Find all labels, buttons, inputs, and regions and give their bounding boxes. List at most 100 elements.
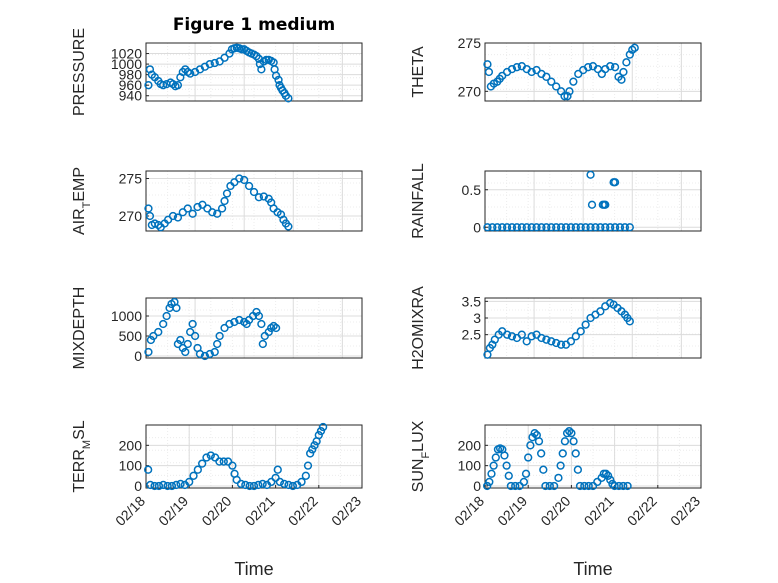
data-point	[206, 451, 215, 460]
data-point	[565, 426, 574, 436]
data-point	[596, 223, 605, 232]
data-point	[588, 481, 598, 491]
data-point	[213, 209, 222, 218]
data-point	[563, 92, 572, 101]
data-point	[591, 223, 600, 232]
data-point	[620, 223, 630, 232]
data-point	[571, 332, 580, 341]
data-point	[500, 451, 509, 460]
data-point	[288, 481, 298, 491]
x-axis-label: Time	[234, 559, 273, 579]
data-point	[181, 347, 190, 357]
data-point	[301, 471, 310, 480]
data-point	[512, 63, 522, 72]
data-point	[273, 465, 282, 474]
data-point	[183, 339, 192, 349]
data-point	[230, 317, 239, 327]
data-point	[542, 223, 551, 232]
data-point	[483, 481, 492, 491]
data-point	[560, 437, 570, 446]
data-point	[274, 75, 283, 85]
data-point	[220, 53, 229, 62]
y-tick-label: 0	[134, 348, 142, 364]
data-point	[519, 477, 529, 487]
data-point	[586, 223, 595, 232]
data-point	[154, 481, 164, 491]
data-point	[163, 481, 172, 491]
axes-border	[484, 297, 702, 359]
data-point	[507, 223, 517, 232]
data-point	[610, 63, 620, 72]
data-point	[198, 459, 207, 468]
data-point	[173, 81, 183, 90]
data-point	[552, 82, 561, 91]
data-point	[569, 77, 578, 86]
axes-border	[145, 424, 363, 489]
data-point	[232, 475, 241, 485]
data-point	[502, 330, 512, 339]
data-point	[237, 45, 246, 54]
data-point	[215, 457, 224, 466]
data-point	[172, 480, 181, 490]
data-point	[619, 481, 628, 491]
data-point	[554, 473, 563, 482]
data-point	[630, 43, 639, 52]
y-tick-label: 270	[119, 208, 143, 224]
data-point	[188, 209, 197, 218]
data-point	[220, 323, 229, 333]
y-tick-label: 0	[473, 219, 481, 235]
data-point	[483, 223, 492, 232]
data-point	[528, 433, 537, 442]
data-point	[185, 477, 194, 487]
data-point	[527, 332, 536, 341]
data-point	[524, 453, 533, 462]
data-point	[576, 327, 585, 336]
y-tick-label: 980	[119, 67, 143, 83]
y-axis-label: RAINFALL	[410, 163, 427, 239]
y-tick-label: 275	[119, 171, 143, 187]
data-point	[545, 481, 554, 491]
data-point	[210, 453, 220, 462]
data-point	[186, 327, 195, 337]
data-point	[262, 55, 271, 65]
data-point	[532, 223, 541, 232]
data-point	[565, 87, 574, 96]
data-point	[200, 351, 210, 361]
data-point	[552, 223, 561, 232]
data-point	[534, 437, 544, 446]
data-point	[144, 347, 153, 357]
data-point	[547, 337, 556, 346]
data-point	[220, 196, 229, 206]
data-point	[576, 223, 585, 232]
data-point	[526, 441, 535, 450]
y-axis-label: THETA	[410, 46, 427, 98]
data-point	[308, 445, 317, 454]
y-tick-label: 1020	[111, 46, 142, 62]
data-point	[601, 469, 611, 478]
y-tick-label: 1000	[111, 56, 142, 72]
data-point	[144, 204, 153, 213]
data-point	[522, 337, 531, 346]
data-point	[190, 331, 200, 341]
data-point	[532, 65, 541, 75]
data-point	[623, 481, 632, 491]
data-point	[145, 65, 155, 74]
subplot-3: 270 275 AIRTEMP	[71, 167, 363, 235]
subplot-4: 0 0.5 RAINFALL	[410, 163, 702, 239]
data-point	[490, 335, 499, 344]
data-point	[571, 223, 580, 232]
data-point	[610, 178, 620, 187]
data-point	[213, 339, 222, 349]
data-point	[549, 481, 559, 491]
y-tick-label: 0.5	[462, 182, 482, 198]
data-point	[168, 211, 178, 221]
y-tick-label: 200	[458, 437, 482, 453]
data-point	[502, 461, 511, 470]
data-point	[258, 339, 267, 349]
y-tick-label: 2.5	[462, 327, 482, 343]
data-point	[225, 319, 234, 329]
data-point	[245, 481, 254, 491]
data-point	[610, 223, 620, 232]
